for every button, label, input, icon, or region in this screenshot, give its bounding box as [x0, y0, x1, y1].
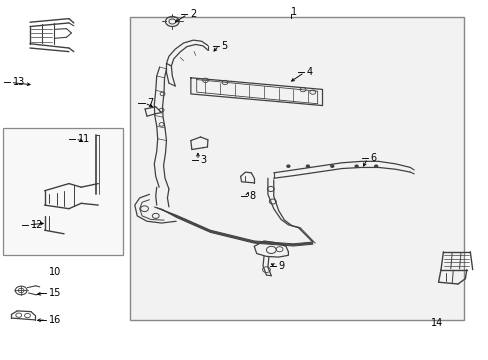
Text: 5: 5	[221, 41, 227, 50]
Text: 14: 14	[430, 319, 442, 328]
Text: 1: 1	[291, 7, 297, 17]
Text: 2: 2	[189, 9, 196, 19]
Circle shape	[286, 165, 289, 167]
Text: 13: 13	[13, 77, 25, 87]
Text: 7: 7	[147, 98, 153, 108]
Bar	[130, 17, 463, 320]
Text: 11: 11	[78, 134, 90, 144]
Text: 10: 10	[48, 267, 61, 277]
Text: 3: 3	[200, 155, 206, 165]
Circle shape	[374, 165, 377, 167]
Circle shape	[330, 165, 333, 167]
Text: 9: 9	[278, 261, 284, 271]
Text: 12: 12	[31, 220, 43, 230]
Text: 15: 15	[48, 288, 61, 298]
Text: 4: 4	[306, 67, 312, 77]
Text: 6: 6	[369, 153, 376, 163]
Bar	[3, 128, 122, 255]
Text: 16: 16	[48, 315, 61, 325]
Circle shape	[306, 165, 309, 167]
Circle shape	[354, 165, 357, 167]
Text: 8: 8	[249, 191, 255, 201]
